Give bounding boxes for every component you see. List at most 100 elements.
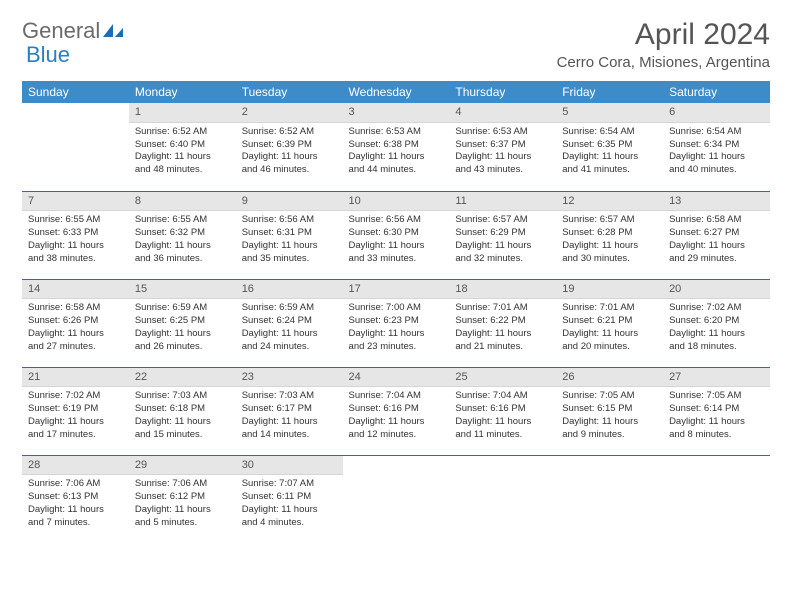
sunset-text: Sunset: 6:14 PM: [669, 403, 764, 416]
sunrise-text: Sunrise: 7:05 AM: [669, 390, 764, 403]
sunrise-text: Sunrise: 7:04 AM: [349, 390, 444, 403]
sunset-text: Sunset: 6:28 PM: [562, 227, 657, 240]
day-number: 3: [343, 103, 450, 123]
daylight-text: Daylight: 11 hours: [455, 151, 550, 164]
day-number: 22: [129, 368, 236, 388]
sail-icon: [102, 22, 124, 40]
day-number: 1: [129, 103, 236, 123]
day-body: Sunrise: 6:59 AMSunset: 6:24 PMDaylight:…: [236, 299, 343, 357]
daylight-text: Daylight: 11 hours: [349, 240, 444, 253]
day-number: 7: [22, 192, 129, 212]
calendar-cell: [449, 455, 556, 543]
sunset-text: Sunset: 6:27 PM: [669, 227, 764, 240]
day-body: Sunrise: 7:05 AMSunset: 6:15 PMDaylight:…: [556, 387, 663, 445]
calendar-cell: 3Sunrise: 6:53 AMSunset: 6:38 PMDaylight…: [343, 103, 450, 191]
day-body: Sunrise: 6:57 AMSunset: 6:29 PMDaylight:…: [449, 211, 556, 269]
daylight-text: Daylight: 11 hours: [242, 240, 337, 253]
sunrise-text: Sunrise: 7:03 AM: [242, 390, 337, 403]
daylight-text: and 9 minutes.: [562, 429, 657, 442]
day-number: 26: [556, 368, 663, 388]
daylight-text: and 23 minutes.: [349, 341, 444, 354]
calendar-cell: [343, 455, 450, 543]
sunrise-text: Sunrise: 7:01 AM: [455, 302, 550, 315]
sunrise-text: Sunrise: 6:57 AM: [562, 214, 657, 227]
calendar-cell: 20Sunrise: 7:02 AMSunset: 6:20 PMDayligh…: [663, 279, 770, 367]
sunset-text: Sunset: 6:21 PM: [562, 315, 657, 328]
sunset-text: Sunset: 6:39 PM: [242, 139, 337, 152]
daylight-text: Daylight: 11 hours: [669, 151, 764, 164]
sunset-text: Sunset: 6:20 PM: [669, 315, 764, 328]
day-body: Sunrise: 7:06 AMSunset: 6:13 PMDaylight:…: [22, 475, 129, 533]
day-body: Sunrise: 7:02 AMSunset: 6:19 PMDaylight:…: [22, 387, 129, 445]
sunset-text: Sunset: 6:22 PM: [455, 315, 550, 328]
sunrise-text: Sunrise: 6:58 AM: [669, 214, 764, 227]
sunset-text: Sunset: 6:32 PM: [135, 227, 230, 240]
day-body: Sunrise: 7:07 AMSunset: 6:11 PMDaylight:…: [236, 475, 343, 533]
day-number: 19: [556, 280, 663, 300]
sunrise-text: Sunrise: 7:05 AM: [562, 390, 657, 403]
day-body: Sunrise: 7:01 AMSunset: 6:22 PMDaylight:…: [449, 299, 556, 357]
calendar-cell: 15Sunrise: 6:59 AMSunset: 6:25 PMDayligh…: [129, 279, 236, 367]
brand-part2: Blue: [26, 42, 70, 68]
daylight-text: Daylight: 11 hours: [28, 328, 123, 341]
daylight-text: and 41 minutes.: [562, 164, 657, 177]
brand-part1: General: [22, 18, 100, 44]
sunset-text: Sunset: 6:37 PM: [455, 139, 550, 152]
calendar-cell: 10Sunrise: 6:56 AMSunset: 6:30 PMDayligh…: [343, 191, 450, 279]
daylight-text: Daylight: 11 hours: [669, 328, 764, 341]
daylight-text: and 43 minutes.: [455, 164, 550, 177]
calendar-head: SundayMondayTuesdayWednesdayThursdayFrid…: [22, 81, 770, 103]
sunset-text: Sunset: 6:30 PM: [349, 227, 444, 240]
sunrise-text: Sunrise: 6:56 AM: [349, 214, 444, 227]
calendar-cell: [556, 455, 663, 543]
daylight-text: and 40 minutes.: [669, 164, 764, 177]
day-number: 9: [236, 192, 343, 212]
daylight-text: Daylight: 11 hours: [669, 416, 764, 429]
calendar-cell: 28Sunrise: 7:06 AMSunset: 6:13 PMDayligh…: [22, 455, 129, 543]
calendar-cell: 12Sunrise: 6:57 AMSunset: 6:28 PMDayligh…: [556, 191, 663, 279]
day-number: 29: [129, 456, 236, 476]
day-body: Sunrise: 7:03 AMSunset: 6:17 PMDaylight:…: [236, 387, 343, 445]
page-header: General April 2024 Cerro Cora, Misiones,…: [22, 18, 770, 71]
sunset-text: Sunset: 6:19 PM: [28, 403, 123, 416]
calendar-cell: 21Sunrise: 7:02 AMSunset: 6:19 PMDayligh…: [22, 367, 129, 455]
day-body: Sunrise: 7:03 AMSunset: 6:18 PMDaylight:…: [129, 387, 236, 445]
day-body: Sunrise: 6:58 AMSunset: 6:27 PMDaylight:…: [663, 211, 770, 269]
daylight-text: and 17 minutes.: [28, 429, 123, 442]
daylight-text: Daylight: 11 hours: [455, 416, 550, 429]
daylight-text: and 35 minutes.: [242, 253, 337, 266]
weekday-header: Thursday: [449, 81, 556, 103]
daylight-text: Daylight: 11 hours: [135, 240, 230, 253]
sunset-text: Sunset: 6:23 PM: [349, 315, 444, 328]
daylight-text: and 21 minutes.: [455, 341, 550, 354]
calendar-week: 28Sunrise: 7:06 AMSunset: 6:13 PMDayligh…: [22, 455, 770, 543]
day-number: 18: [449, 280, 556, 300]
daylight-text: Daylight: 11 hours: [562, 151, 657, 164]
daylight-text: Daylight: 11 hours: [349, 328, 444, 341]
day-number: 12: [556, 192, 663, 212]
sunrise-text: Sunrise: 7:02 AM: [28, 390, 123, 403]
sunset-text: Sunset: 6:18 PM: [135, 403, 230, 416]
sunrise-text: Sunrise: 6:59 AM: [135, 302, 230, 315]
title-block: April 2024 Cerro Cora, Misiones, Argenti…: [557, 18, 770, 71]
daylight-text: and 30 minutes.: [562, 253, 657, 266]
sunrise-text: Sunrise: 6:54 AM: [562, 126, 657, 139]
daylight-text: and 5 minutes.: [135, 517, 230, 530]
daylight-text: Daylight: 11 hours: [242, 151, 337, 164]
sunrise-text: Sunrise: 7:07 AM: [242, 478, 337, 491]
sunset-text: Sunset: 6:16 PM: [349, 403, 444, 416]
calendar-cell: 13Sunrise: 6:58 AMSunset: 6:27 PMDayligh…: [663, 191, 770, 279]
sunrise-text: Sunrise: 6:53 AM: [455, 126, 550, 139]
daylight-text: Daylight: 11 hours: [455, 328, 550, 341]
day-number: 16: [236, 280, 343, 300]
calendar-cell: 27Sunrise: 7:05 AMSunset: 6:14 PMDayligh…: [663, 367, 770, 455]
daylight-text: and 27 minutes.: [28, 341, 123, 354]
day-body: Sunrise: 7:04 AMSunset: 6:16 PMDaylight:…: [343, 387, 450, 445]
sunset-text: Sunset: 6:29 PM: [455, 227, 550, 240]
day-body: Sunrise: 6:55 AMSunset: 6:32 PMDaylight:…: [129, 211, 236, 269]
day-body: Sunrise: 6:56 AMSunset: 6:31 PMDaylight:…: [236, 211, 343, 269]
day-body: Sunrise: 7:05 AMSunset: 6:14 PMDaylight:…: [663, 387, 770, 445]
daylight-text: Daylight: 11 hours: [242, 416, 337, 429]
sunrise-text: Sunrise: 6:55 AM: [28, 214, 123, 227]
calendar-cell: 23Sunrise: 7:03 AMSunset: 6:17 PMDayligh…: [236, 367, 343, 455]
